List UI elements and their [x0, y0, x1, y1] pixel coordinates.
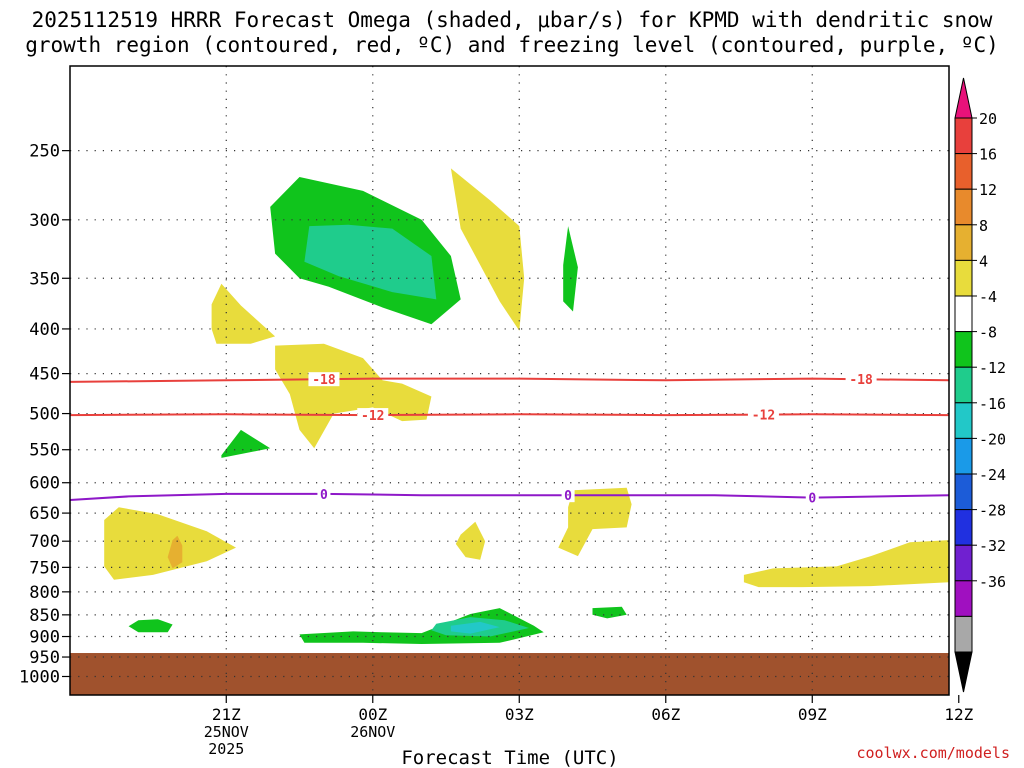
colorbar-label-6: -8 [979, 324, 997, 342]
omega-region-yellow-small-center [455, 521, 486, 560]
contour-dgz-minus18 [69, 377, 950, 383]
y-tick-label-600: 600 [29, 474, 60, 494]
omega-region-cyan-lower [450, 621, 500, 634]
y-tick-label-800: 800 [29, 583, 60, 603]
omega-region-yellow-left-upper [211, 283, 276, 344]
colorbar-segment-13 [954, 580, 973, 617]
y-tick-label-850: 850 [29, 606, 60, 626]
colorbar-segment-4 [954, 259, 973, 297]
colorbar-label-5: -4 [979, 288, 997, 306]
omega-region-yellow-upper-mid [450, 168, 525, 331]
colorbar-segment-0 [954, 117, 973, 155]
contour-label-bg-dgz-minus12-0 [357, 408, 389, 423]
y-tick-label-500: 500 [29, 405, 60, 425]
contour-label-freezing-level-0-0: 0 [320, 488, 328, 503]
colorbar-label-0: 20 [979, 110, 997, 128]
omega-region-green-sliver [563, 226, 578, 312]
contour-label-dgz-minus18-1: -18 [849, 373, 873, 388]
colorbar-segment-12 [954, 544, 973, 582]
watermark: coolwx.com/models [856, 744, 1010, 762]
x-tick-label-00Z: 00Z [358, 705, 387, 724]
colorbar-label-10: -24 [979, 466, 1006, 484]
contour-label-dgz-minus18-0: -18 [312, 373, 336, 388]
omega-region-green-left-mid [221, 429, 271, 458]
x-tick-label-21Z: 21Z [212, 705, 241, 724]
y-tick-label-450: 450 [29, 365, 60, 385]
omega-region-yellow-left-lower [104, 507, 236, 580]
colorbar-segment-11 [954, 509, 973, 546]
plot-frame [69, 65, 950, 696]
contour-label-dgz-minus12-1: -12 [752, 409, 775, 424]
colorbar-label-13: -36 [979, 573, 1006, 591]
omega-region-yellow-right-center [558, 487, 632, 557]
contour-label-dgz-minus12-0: -12 [361, 409, 384, 424]
x-tick-label-09Z: 09Z [798, 705, 827, 724]
y-tick-label-550: 550 [29, 441, 60, 461]
colorbar-segment-3 [954, 224, 973, 261]
colorbar-segment-14 [954, 615, 973, 653]
colorbar-label-7: -12 [979, 359, 1006, 377]
contour-dgz-minus12 [69, 413, 950, 417]
colorbar-segment-5 [954, 295, 973, 333]
y-tick-label-1000: 1000 [19, 667, 60, 687]
y-tick-label-400: 400 [29, 320, 60, 340]
x-tick-year-21Z: 2025 [208, 740, 244, 758]
y-tick-label-300: 300 [29, 211, 60, 231]
colorbar-segment-9 [954, 437, 973, 475]
x-tick-label-12Z: 12Z [944, 705, 973, 724]
y-tick-label-950: 950 [29, 648, 60, 668]
colorbar-segment-10 [954, 473, 973, 511]
colorbar-label-9: -20 [979, 430, 1006, 448]
y-tick-label-900: 900 [29, 628, 60, 648]
contour-label-freezing-level-0-2: 0 [808, 492, 816, 507]
y-tick-label-750: 750 [29, 558, 60, 578]
x-tick-label-03Z: 03Z [505, 705, 534, 724]
x-tick-date-00Z: 26NOV [350, 723, 395, 741]
y-tick-label-350: 350 [29, 269, 60, 289]
x-axis-title: Forecast Time (UTC) [401, 747, 618, 768]
colorbar-segment-7 [954, 366, 973, 404]
contour-label-bg-freezing-level-0-0 [317, 486, 331, 501]
y-tick-label-250: 250 [29, 142, 60, 162]
contour-label-bg-dgz-minus18-0 [308, 372, 340, 387]
contour-label-bg-freezing-level-0-2 [805, 490, 819, 505]
omega-region-teal-upper [304, 224, 437, 300]
colorbar-segment-8 [954, 402, 973, 439]
contour-freezing-level-0 [69, 492, 950, 501]
contour-label-bg-dgz-minus18-1 [845, 372, 877, 387]
colorbar-bottom-arrow [954, 651, 973, 693]
omega-region-green-left-bottom [128, 619, 173, 633]
colorbar-label-11: -28 [979, 502, 1006, 520]
omega-region-orange-left-lower [167, 535, 183, 569]
x-tick-date-21Z: 25NOV [204, 723, 249, 741]
colorbar-label-2: 12 [979, 181, 997, 199]
colorbar-top-arrow [954, 77, 973, 119]
omega-region-green-small-right [592, 606, 627, 619]
colorbar-label-1: 16 [979, 146, 997, 164]
omega-region-yellow-mid-band [275, 343, 432, 449]
colorbar-label-4: 4 [979, 252, 988, 270]
y-tick-label-650: 650 [29, 504, 60, 524]
ground-shading [70, 653, 949, 695]
colorbar-segment-1 [954, 153, 973, 190]
colorbar-label-3: 8 [979, 217, 988, 235]
x-tick-label-06Z: 06Z [651, 705, 680, 724]
colorbar-label-12: -32 [979, 537, 1006, 555]
omega-region-yellow-far-right [743, 540, 949, 588]
contour-label-freezing-level-0-1: 0 [564, 489, 572, 504]
colorbar-segment-6 [954, 331, 973, 368]
colorbar-segment-2 [954, 188, 973, 226]
y-tick-label-700: 700 [29, 532, 60, 552]
colorbar-label-8: -16 [979, 395, 1006, 413]
chart-title-line1: 2025112519 HRRR Forecast Omega (shaded, … [31, 8, 993, 32]
contour-label-bg-freezing-level-0-1 [561, 488, 575, 503]
chart-title-line2: growth region (contoured, red, ºC) and f… [25, 33, 999, 57]
contour-label-bg-dgz-minus12-1 [747, 407, 779, 422]
